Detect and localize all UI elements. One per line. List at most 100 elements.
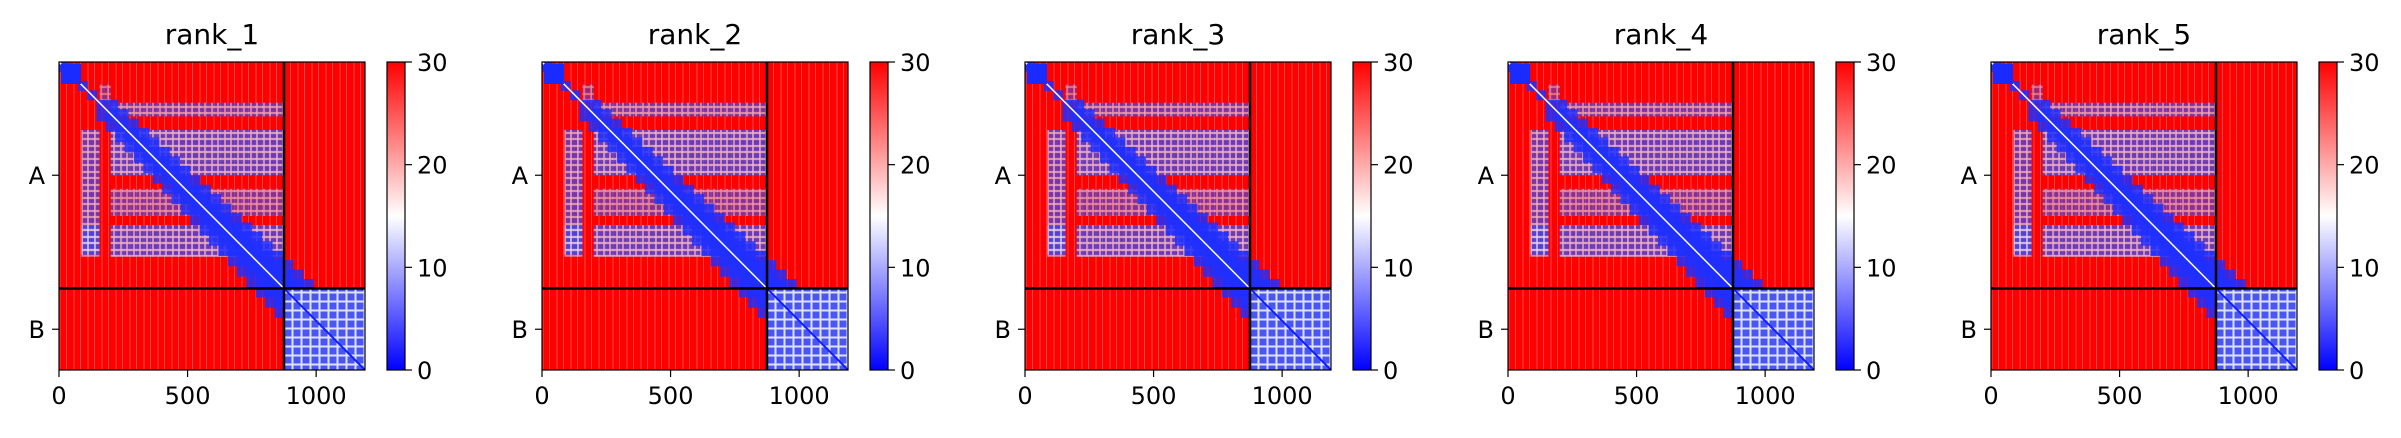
x-tick-label: 500 (165, 382, 211, 410)
low-error-region (2013, 129, 2032, 255)
y-tick-label: A (1961, 162, 1978, 190)
panel-title: rank_3 (1131, 18, 1225, 51)
heatmap-panel: rank_5 0 500 1000 A B 0 10 20 30 (1961, 18, 2380, 410)
low-error-region (1076, 102, 1250, 117)
low-error-region (1548, 84, 1560, 103)
colorbar-tick-label: 0 (1866, 357, 1881, 385)
colorbar-tick-label: 10 (1866, 254, 1897, 282)
colorbar-tick-label: 20 (1383, 152, 1414, 180)
low-error-region (582, 84, 594, 103)
domain-block (61, 64, 81, 84)
panel-title: rank_2 (648, 18, 742, 51)
x-tick-label: 1000 (769, 382, 830, 410)
x-tick-label: 500 (2097, 382, 2143, 410)
low-error-region (1047, 129, 1066, 255)
colorbar-tick-label: 30 (417, 49, 448, 77)
colorbar-tick-label: 20 (1866, 152, 1897, 180)
colorbar-tick-label: 10 (1383, 254, 1414, 282)
colorbar-tick-label: 0 (900, 357, 915, 385)
chain-b-diagonal (766, 287, 849, 371)
y-tick-label: A (1478, 162, 1495, 190)
y-tick-label: B (1478, 316, 1494, 344)
y-tick-label: B (512, 316, 528, 344)
domain-block (1510, 64, 1530, 84)
chain-b-diagonal (1732, 287, 1815, 371)
colorbar-tick-label: 10 (900, 254, 931, 282)
heatmap-panel: rank_3 0 500 1000 A B 0 10 20 30 (995, 18, 1414, 410)
domain-block (1993, 64, 2013, 84)
panel-title: rank_1 (165, 18, 259, 51)
colorbar-tick-label: 30 (1866, 49, 1897, 77)
low-error-region (2013, 225, 2032, 257)
chain-b-diagonal (2215, 287, 2298, 371)
colorbar-tick-label: 0 (417, 357, 432, 385)
y-tick-label: A (512, 162, 529, 190)
y-tick-label: B (995, 316, 1011, 344)
x-tick-label: 1000 (1735, 382, 1796, 410)
heatmap-panel: rank_4 0 500 1000 A B 0 10 20 30 (1478, 18, 1897, 410)
low-error-region (2042, 102, 2216, 117)
panel-title: rank_5 (2097, 18, 2191, 51)
heatmap-frame (1990, 61, 2298, 371)
x-tick-label: 0 (1500, 382, 1515, 410)
domain-block (544, 64, 564, 84)
heatmap-frame (541, 61, 849, 371)
colorbar (869, 61, 889, 371)
colorbar (386, 61, 406, 371)
x-tick-label: 1000 (2218, 382, 2279, 410)
y-tick-label: B (1961, 316, 1977, 344)
heatmap-panel: rank_2 0 500 1000 A B 0 10 20 30 (512, 18, 931, 410)
x-tick-label: 1000 (286, 382, 347, 410)
colorbar (1835, 61, 1855, 371)
diagonal-line (541, 61, 768, 289)
chain-b-diagonal (1249, 287, 1332, 371)
diagonal-line (58, 61, 285, 289)
colorbar-tick-label: 30 (900, 49, 931, 77)
panel-title: rank_4 (1614, 18, 1708, 51)
heatmap-frame (1024, 61, 1332, 371)
colorbar-tick-label: 10 (2349, 254, 2380, 282)
low-error-region (81, 129, 100, 255)
diagonal-line (1024, 61, 1251, 289)
colorbar-tick-label: 0 (2349, 357, 2364, 385)
low-error-region (110, 102, 284, 117)
diagonal-line (1507, 61, 1734, 289)
colorbar-tick-label: 30 (1383, 49, 1414, 77)
x-tick-label: 0 (1017, 382, 1032, 410)
low-error-region (1530, 129, 1549, 255)
low-error-region (99, 84, 111, 103)
y-tick-label: A (29, 162, 46, 190)
heatmap-frame (1507, 61, 1815, 371)
y-tick-label: A (995, 162, 1012, 190)
chain-b-diagonal (283, 287, 366, 371)
colorbar-tick-label: 20 (2349, 152, 2380, 180)
low-error-region (81, 225, 100, 257)
diagonal-line (1990, 61, 2217, 289)
x-tick-label: 500 (648, 382, 694, 410)
low-error-region (564, 225, 583, 257)
low-error-region (1530, 225, 1549, 257)
colorbar-tick-label: 0 (1383, 357, 1398, 385)
y-tick-label: B (29, 316, 45, 344)
colorbar-tick-label: 20 (900, 152, 931, 180)
x-tick-label: 0 (534, 382, 549, 410)
x-tick-label: 0 (1983, 382, 1998, 410)
x-tick-label: 1000 (1252, 382, 1313, 410)
heatmap-panel: rank_1 0 500 1000 A B 0 10 20 30 (29, 18, 448, 410)
low-error-region (593, 102, 767, 117)
x-tick-label: 500 (1614, 382, 1660, 410)
low-error-region (1065, 84, 1077, 103)
low-error-region (2031, 84, 2043, 103)
colorbar-tick-label: 30 (2349, 49, 2380, 77)
heatmap-frame (58, 61, 366, 371)
low-error-region (564, 129, 583, 255)
colorbar-tick-label: 20 (417, 152, 448, 180)
colorbar (1352, 61, 1372, 371)
domain-block (1027, 64, 1047, 84)
colorbar-tick-label: 10 (417, 254, 448, 282)
low-error-region (1559, 102, 1733, 117)
low-error-region (1047, 225, 1066, 257)
x-tick-label: 0 (51, 382, 66, 410)
x-tick-label: 500 (1131, 382, 1177, 410)
